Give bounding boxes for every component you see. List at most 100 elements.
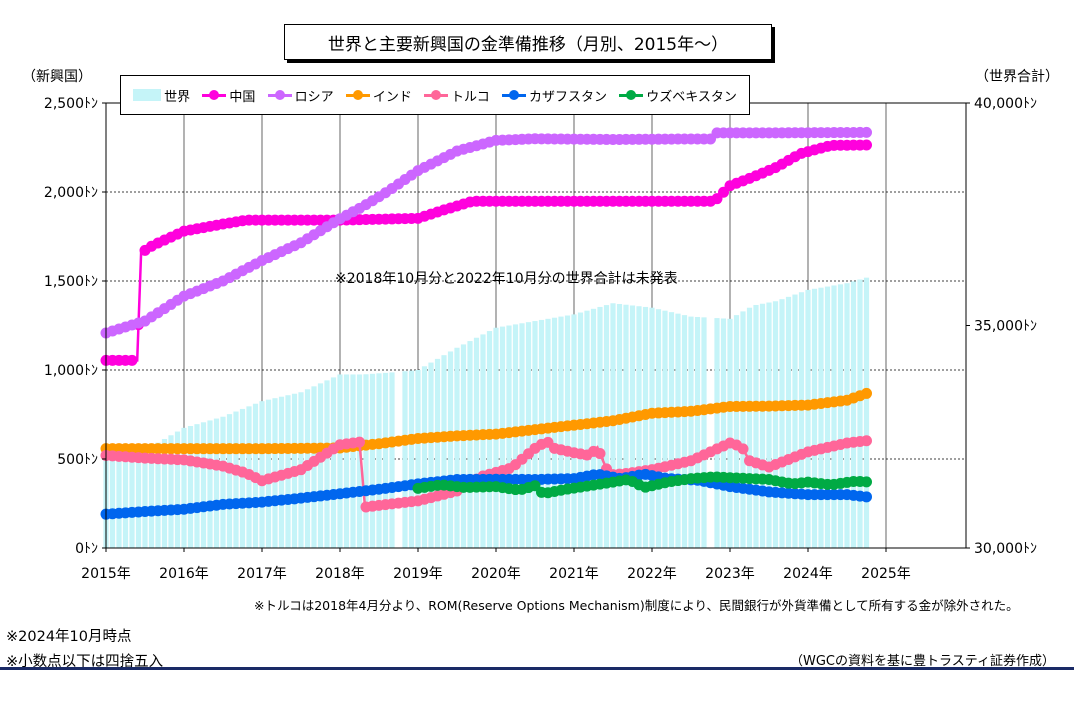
right-tick-label: 30,000ﾄﾝ [974, 541, 1037, 557]
world-bar [824, 286, 831, 548]
world-bar [636, 306, 642, 548]
world-bar [109, 455, 116, 548]
legend-swatch [502, 89, 527, 100]
legend-item: カザフスタン [502, 86, 607, 105]
world-bar [467, 341, 473, 548]
world-bar [317, 383, 324, 548]
world-bar [837, 284, 844, 548]
legend-item: 世界 [133, 86, 190, 105]
world-bar [675, 313, 681, 548]
chart-title: 世界と主要新興国の金準備推移（月別、2015年～） [284, 24, 772, 60]
world-bar [226, 414, 233, 548]
world-bar [616, 303, 623, 548]
world-bar [623, 304, 629, 548]
world-bar [785, 296, 792, 548]
world-bar [356, 374, 363, 548]
world-bar [408, 370, 415, 548]
world-bar [473, 337, 480, 548]
world-bar [343, 374, 350, 548]
world-bar [142, 450, 148, 548]
world-bar [766, 302, 772, 548]
series-marker [861, 139, 872, 151]
x-tick-label: 2020年 [471, 566, 521, 582]
x-tick-label: 2017年 [237, 566, 287, 582]
legend-label: 世界 [164, 89, 191, 105]
world-bar [350, 374, 356, 548]
legend-item: ウズベキスタン [619, 86, 737, 105]
left-tick-label: 1,000ﾄﾝ [44, 363, 98, 379]
world-bar [181, 427, 187, 548]
legend-swatch [345, 89, 370, 100]
x-tick-label: 2019年 [393, 566, 443, 582]
series-marker [861, 387, 872, 399]
world-bar [382, 372, 389, 548]
world-bar [629, 305, 636, 548]
world-bar [649, 307, 655, 548]
series-marker [594, 448, 606, 460]
world-bar [389, 372, 395, 548]
world-bar [363, 374, 369, 548]
left-tick-label: 500ﾄﾝ [57, 452, 98, 468]
world-bar [155, 442, 161, 548]
world-bar [584, 310, 590, 548]
x-tick-label: 2022年 [627, 566, 677, 582]
world-bar [792, 294, 798, 548]
legend-item: 中国 [202, 86, 255, 105]
world-bar [857, 279, 863, 548]
world-bar [662, 310, 668, 548]
series-lines [100, 126, 872, 520]
world-bar [369, 373, 376, 548]
world-bar [428, 362, 434, 548]
world-bar [200, 422, 207, 548]
world-bar [447, 351, 454, 548]
world-bar [129, 452, 135, 548]
right-tick-label: 35,000ﾄﾝ [974, 319, 1037, 335]
world-bar [688, 316, 694, 548]
world-bar [376, 373, 382, 548]
world-bar [480, 334, 486, 548]
world-bar [233, 411, 239, 548]
world-bar [811, 288, 818, 548]
legend-swatch [202, 89, 227, 100]
series-marker [861, 126, 872, 138]
world-bar [701, 317, 707, 548]
legend-swatch [424, 89, 449, 100]
world-bar [779, 299, 785, 548]
legend-label: ウズベキスタン [646, 89, 737, 105]
x-tick-label: 2016年 [159, 566, 209, 582]
world-bar [727, 318, 733, 548]
world-bar [714, 318, 720, 548]
world-bar [460, 344, 467, 548]
world-bar [577, 312, 584, 548]
world-bar [220, 416, 226, 548]
legend-swatch [133, 89, 162, 101]
world-bar [681, 315, 688, 548]
series-marker [354, 436, 365, 448]
world-bar [402, 371, 408, 548]
rounding-note: ※小数点以下は四捨五入 [6, 654, 164, 670]
world-bar [759, 303, 766, 548]
world-bar [850, 281, 857, 548]
series-line [105, 131, 871, 335]
series-marker [861, 491, 872, 503]
world-bar [421, 366, 428, 548]
world-bar [116, 454, 122, 548]
x-tick-label: 2021年 [549, 566, 599, 582]
source-note: （WGCの資料を基に豊トラスティ証券作成） [790, 654, 1055, 669]
series-インド [100, 387, 872, 455]
world-bar [168, 435, 174, 548]
x-tick-label: 2015年 [81, 566, 131, 582]
turkey-note: ※トルコは2018年4月分より、ROM(Reserve Options Mech… [254, 598, 1019, 613]
world-bar [564, 315, 571, 548]
world-bar [259, 401, 265, 548]
legend-item: ロシア [267, 86, 334, 105]
legend-swatch [619, 89, 644, 100]
world-bar [454, 347, 460, 548]
as-of-note: ※2024年10月時点 [6, 629, 132, 645]
world-bar [161, 438, 168, 548]
world-bar [863, 277, 870, 548]
world-bar [311, 386, 317, 548]
world-bar [122, 453, 129, 548]
legend-label: カザフスタン [529, 89, 608, 105]
